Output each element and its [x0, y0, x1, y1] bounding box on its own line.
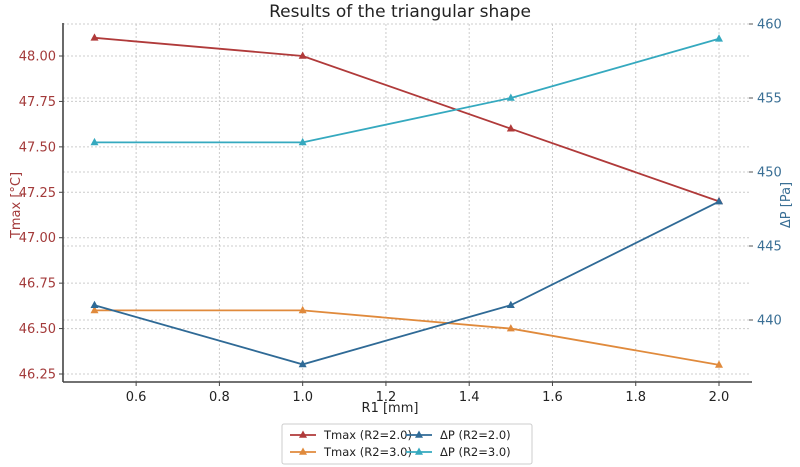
triangle-marker-icon: [298, 137, 307, 146]
tick-label: 440: [757, 314, 782, 329]
triangle-marker-icon: [415, 447, 423, 455]
triangle-marker-icon: [715, 360, 723, 368]
series-2: [90, 197, 723, 368]
tick-label: 0.8: [209, 390, 230, 405]
x-axis-ticks: 0.6 0.8 1.0 1.2 1.4 1.6 1.8 2.0: [126, 382, 730, 405]
tick-label: 1.6: [542, 390, 563, 405]
triangle-marker-icon: [506, 324, 515, 332]
tick-label: 46.50: [19, 322, 56, 337]
tick-label: 0.6: [126, 390, 147, 405]
legend-box: [281, 423, 533, 465]
tick-label: 1.8: [625, 390, 646, 405]
tick-label: 455: [757, 92, 782, 107]
tick-label: 48.00: [19, 50, 56, 65]
tick-label: 450: [757, 166, 782, 181]
triangle-marker-icon: [415, 430, 423, 438]
triangle-marker-icon: [506, 93, 515, 101]
tick-label: 445: [757, 240, 782, 255]
legend-label: ΔP (R2=3.0): [440, 445, 511, 459]
triangle-marker-icon: [90, 33, 99, 41]
tick-label: 46.75: [19, 277, 56, 292]
legend: Tmax (R2=2.0) ΔP (R2=2.0) Tmax (R2=3.0) ΔP …: [281, 423, 533, 465]
chart-title: Results of the triangular shape: [269, 2, 531, 22]
triangle-marker-icon: [299, 447, 307, 455]
series-3: [90, 34, 723, 146]
tick-label: 47.25: [19, 186, 56, 201]
series-1: [90, 305, 723, 368]
tick-label: 47.00: [19, 231, 56, 246]
y-axis-right-ticks: 440 445 450 455 460: [749, 18, 782, 329]
tick-label: 47.50: [19, 140, 56, 155]
tick-label: 460: [757, 18, 782, 33]
x-axis-label: R1 [mm]: [362, 401, 419, 416]
tick-label: 1.4: [459, 390, 480, 405]
triangle-marker-icon: [715, 34, 723, 42]
tick-label: 2.0: [709, 390, 730, 405]
triangle-marker-icon: [506, 300, 515, 308]
y-axis-right-label: ΔP [Pa]: [779, 182, 794, 228]
tick-label: 46.25: [19, 368, 56, 383]
series-0: [90, 33, 723, 205]
triangle-marker-icon: [298, 305, 307, 314]
triangle-marker-icon: [90, 305, 99, 314]
grid-lines: [63, 23, 750, 382]
y-axis-left-ticks: 46.25 46.50 46.75 47.00 47.25 47.50 47.75 48.00: [19, 50, 63, 383]
series-line: [94, 37, 720, 144]
triangle-marker-icon: [299, 430, 307, 438]
tick-label: 1.0: [292, 390, 313, 405]
triangle-marker-icon: [715, 197, 723, 205]
triangle-marker-icon: [298, 51, 307, 59]
tick-label: 1.2: [376, 390, 397, 405]
series-layer: [90, 33, 723, 368]
series-line: [94, 36, 720, 203]
tick-label: 47.75: [19, 95, 56, 110]
triangle-marker-icon: [90, 300, 99, 308]
legend-label: ΔP (R2=2.0): [440, 428, 511, 442]
triangle-marker-icon: [298, 359, 307, 368]
legend-item: Tmax (R2=3.0): [290, 445, 412, 459]
series-line: [94, 200, 720, 366]
legend-label: Tmax (R2=2.0): [323, 428, 412, 442]
legend-item: ΔP (R2=2.0): [406, 428, 511, 442]
legend-item: Tmax (R2=2.0): [290, 428, 412, 442]
legend-label: Tmax (R2=3.0): [323, 445, 412, 459]
triangle-marker-icon: [90, 137, 99, 146]
series-line: [94, 309, 720, 366]
axes: [62, 23, 752, 383]
legend-item: ΔP (R2=3.0): [406, 445, 511, 459]
triangle-marker-icon: [506, 124, 515, 132]
y-axis-left-label: Tmax [°C]: [9, 172, 24, 239]
